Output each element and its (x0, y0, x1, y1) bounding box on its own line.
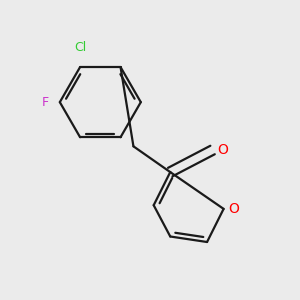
Text: F: F (42, 96, 49, 109)
Text: O: O (217, 143, 228, 157)
Text: O: O (228, 202, 239, 216)
Text: Cl: Cl (74, 41, 86, 54)
